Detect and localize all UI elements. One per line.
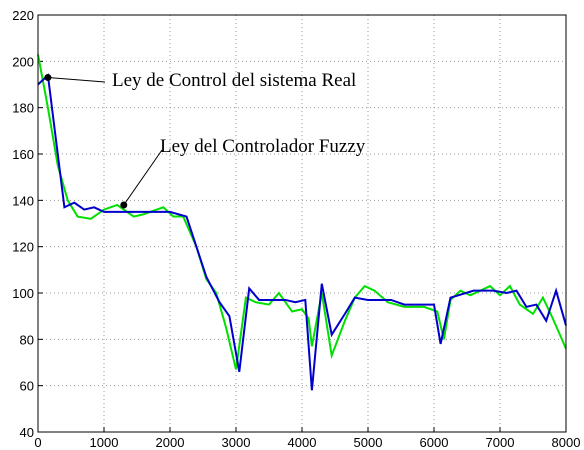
x-tick-label: 6000 bbox=[420, 435, 449, 450]
annotation-arrow bbox=[123, 149, 163, 206]
x-tick-label: 7000 bbox=[486, 435, 515, 450]
y-tick-label: 160 bbox=[12, 147, 34, 162]
y-tick-label: 120 bbox=[12, 240, 34, 255]
y-tick-label: 60 bbox=[20, 379, 34, 394]
annotation-text: Ley de Control del sistema Real bbox=[112, 70, 356, 91]
annotation-point bbox=[120, 201, 128, 209]
annotation-arrow bbox=[47, 77, 106, 83]
y-tick-label: 220 bbox=[12, 8, 34, 23]
plot-frame bbox=[37, 14, 567, 433]
y-tick-label: 100 bbox=[12, 286, 34, 301]
x-tick-label: 1000 bbox=[90, 435, 119, 450]
x-tick-label: 3000 bbox=[222, 435, 251, 450]
y-tick-label: 40 bbox=[20, 425, 34, 440]
x-tick-label: 2000 bbox=[156, 435, 185, 450]
y-tick-label: 180 bbox=[12, 101, 34, 116]
x-tick-label: 8000 bbox=[552, 435, 581, 450]
x-tick-label: 5000 bbox=[354, 435, 383, 450]
x-tick-label: 4000 bbox=[288, 435, 317, 450]
y-tick-label: 80 bbox=[20, 332, 34, 347]
x-tick-label: 0 bbox=[34, 435, 41, 450]
y-tick-label: 200 bbox=[12, 54, 34, 69]
annotation-point bbox=[44, 74, 52, 82]
y-tick-label: 140 bbox=[12, 193, 34, 208]
data-line bbox=[37, 73, 567, 391]
annotation-text: Ley del Controlador Fuzzy bbox=[160, 136, 366, 157]
